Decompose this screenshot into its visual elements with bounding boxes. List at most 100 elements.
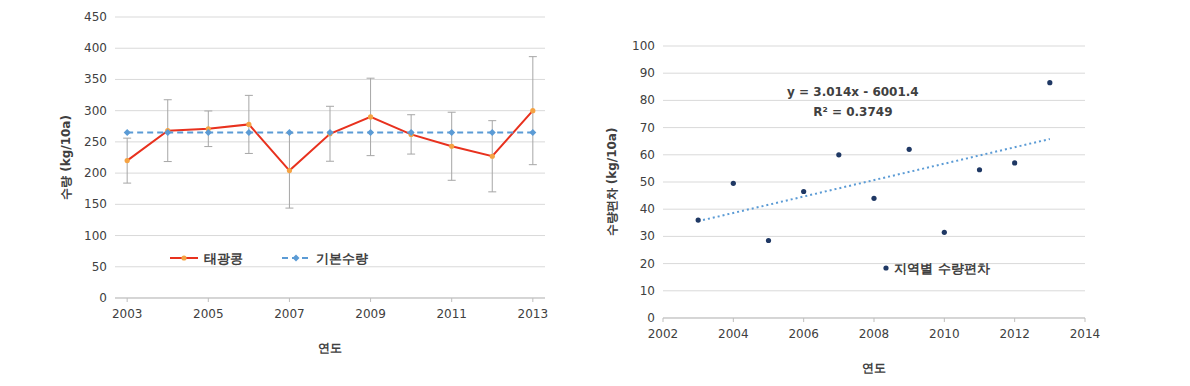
data-point — [942, 230, 947, 235]
grid-line — [115, 48, 545, 49]
error-bar — [123, 138, 131, 183]
grid-line — [115, 298, 545, 299]
y-tick-label: 30 — [640, 229, 655, 243]
annotation: R² = 0.3749 — [813, 105, 892, 119]
x-axis-title: 연도 — [318, 341, 342, 355]
error-cap — [407, 114, 415, 115]
x-tick-label: 2012 — [999, 327, 1030, 341]
legend-item: 기본수량 — [282, 251, 368, 266]
y-tick-label: 60 — [640, 148, 655, 162]
x-tick-label: 2013 — [518, 307, 549, 321]
data-point — [801, 189, 806, 194]
legend-label: 태광콩 — [204, 251, 243, 266]
grid-line — [115, 235, 545, 236]
y-tick-label: 70 — [640, 121, 655, 135]
error-cap — [448, 112, 456, 113]
data-point — [245, 129, 252, 136]
y-tick-label: 0 — [99, 291, 107, 305]
error-cap — [367, 78, 375, 79]
annotation: y = 3.014x - 6001.4 — [787, 85, 919, 99]
grid-line — [115, 79, 545, 80]
error-cap — [245, 95, 253, 96]
legend-marker — [293, 255, 300, 262]
error-cap — [123, 183, 131, 184]
x-tick — [944, 318, 945, 322]
x-tick — [663, 318, 664, 322]
data-point — [327, 129, 334, 136]
y-axis-title: 수량편차 (kg/10a) — [605, 128, 619, 237]
legend: 지역별 수량편차 — [883, 261, 989, 276]
data-point — [731, 181, 736, 186]
legend-marker — [883, 265, 888, 270]
chart-0: 0501001502002503003504004502003200520072… — [59, 10, 548, 355]
grid-line — [663, 127, 1085, 128]
grid-line — [115, 204, 545, 205]
y-tick-label: 100 — [632, 39, 655, 53]
error-cap — [164, 99, 172, 100]
x-tick-label: 2003 — [112, 307, 143, 321]
error-cap — [245, 153, 253, 154]
data-point — [907, 147, 912, 152]
y-tick-label: 300 — [84, 104, 107, 118]
error-cap — [367, 155, 375, 156]
x-tick-label: 2011 — [436, 307, 467, 321]
error-cap — [164, 161, 172, 162]
y-tick-label: 150 — [84, 197, 107, 211]
x-tick-label: 2014 — [1070, 327, 1101, 341]
data-point — [490, 154, 495, 159]
grid-line — [663, 263, 1085, 264]
y-tick-label: 0 — [647, 311, 655, 325]
data-point — [529, 129, 536, 136]
error-cap — [529, 56, 537, 57]
y-tick-label: 50 — [640, 175, 655, 189]
x-tick-label: 2006 — [788, 327, 819, 341]
legend-label: 기본수량 — [316, 251, 368, 266]
error-cap — [448, 180, 456, 181]
error-cap — [123, 138, 131, 139]
y-tick-label: 10 — [640, 284, 655, 298]
y-tick-label: 90 — [640, 66, 655, 80]
y-tick-label: 50 — [92, 260, 107, 274]
data-point — [367, 129, 374, 136]
error-bar — [285, 133, 293, 208]
y-tick-label: 40 — [640, 202, 655, 216]
plot-area — [696, 80, 1053, 243]
data-point — [205, 129, 212, 136]
y-axis-title: 수량 (kg/10a) — [59, 115, 73, 200]
x-axis-line — [115, 298, 545, 299]
error-cap — [529, 164, 537, 165]
grid-line — [663, 100, 1085, 101]
x-tick — [127, 298, 128, 302]
error-cap — [488, 120, 496, 121]
data-point — [408, 129, 415, 136]
grid-line — [115, 17, 545, 18]
data-point — [286, 129, 293, 136]
trendline — [698, 139, 1050, 221]
x-tick-label: 2004 — [718, 327, 749, 341]
data-point — [368, 114, 373, 119]
y-tick-label: 400 — [84, 41, 107, 55]
y-tick-label: 100 — [84, 229, 107, 243]
data-point — [1047, 80, 1052, 85]
data-point — [1012, 160, 1017, 165]
data-point — [125, 158, 130, 163]
x-tick — [874, 318, 875, 322]
data-point — [696, 217, 701, 222]
grid-line — [663, 182, 1085, 183]
data-point — [124, 129, 131, 136]
error-cap — [204, 110, 212, 111]
error-bar — [367, 78, 375, 155]
x-tick — [208, 298, 209, 302]
legend: 태광콩 기본수량 — [170, 251, 368, 266]
data-point — [287, 168, 292, 173]
x-axis-title: 연도 — [862, 361, 886, 375]
error-cap — [488, 191, 496, 192]
x-tick — [532, 298, 533, 302]
x-tick — [803, 318, 804, 322]
grid-line — [663, 209, 1085, 210]
error-cap — [285, 208, 293, 209]
data-point — [448, 129, 455, 136]
error-bar — [529, 57, 537, 165]
y-tick-label: 450 — [84, 10, 107, 24]
plot-area — [123, 57, 537, 208]
